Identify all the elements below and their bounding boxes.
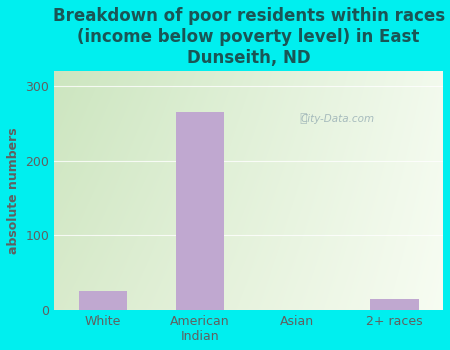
Y-axis label: absolute numbers: absolute numbers — [7, 127, 20, 254]
Bar — [370, 299, 419, 310]
Title: Breakdown of poor residents within races
(income below poverty level) in East
Du: Breakdown of poor residents within races… — [53, 7, 445, 66]
Bar — [79, 292, 127, 310]
Bar — [176, 112, 225, 310]
Text: City-Data.com: City-Data.com — [301, 114, 375, 124]
Text: ⓘ: ⓘ — [299, 112, 307, 125]
